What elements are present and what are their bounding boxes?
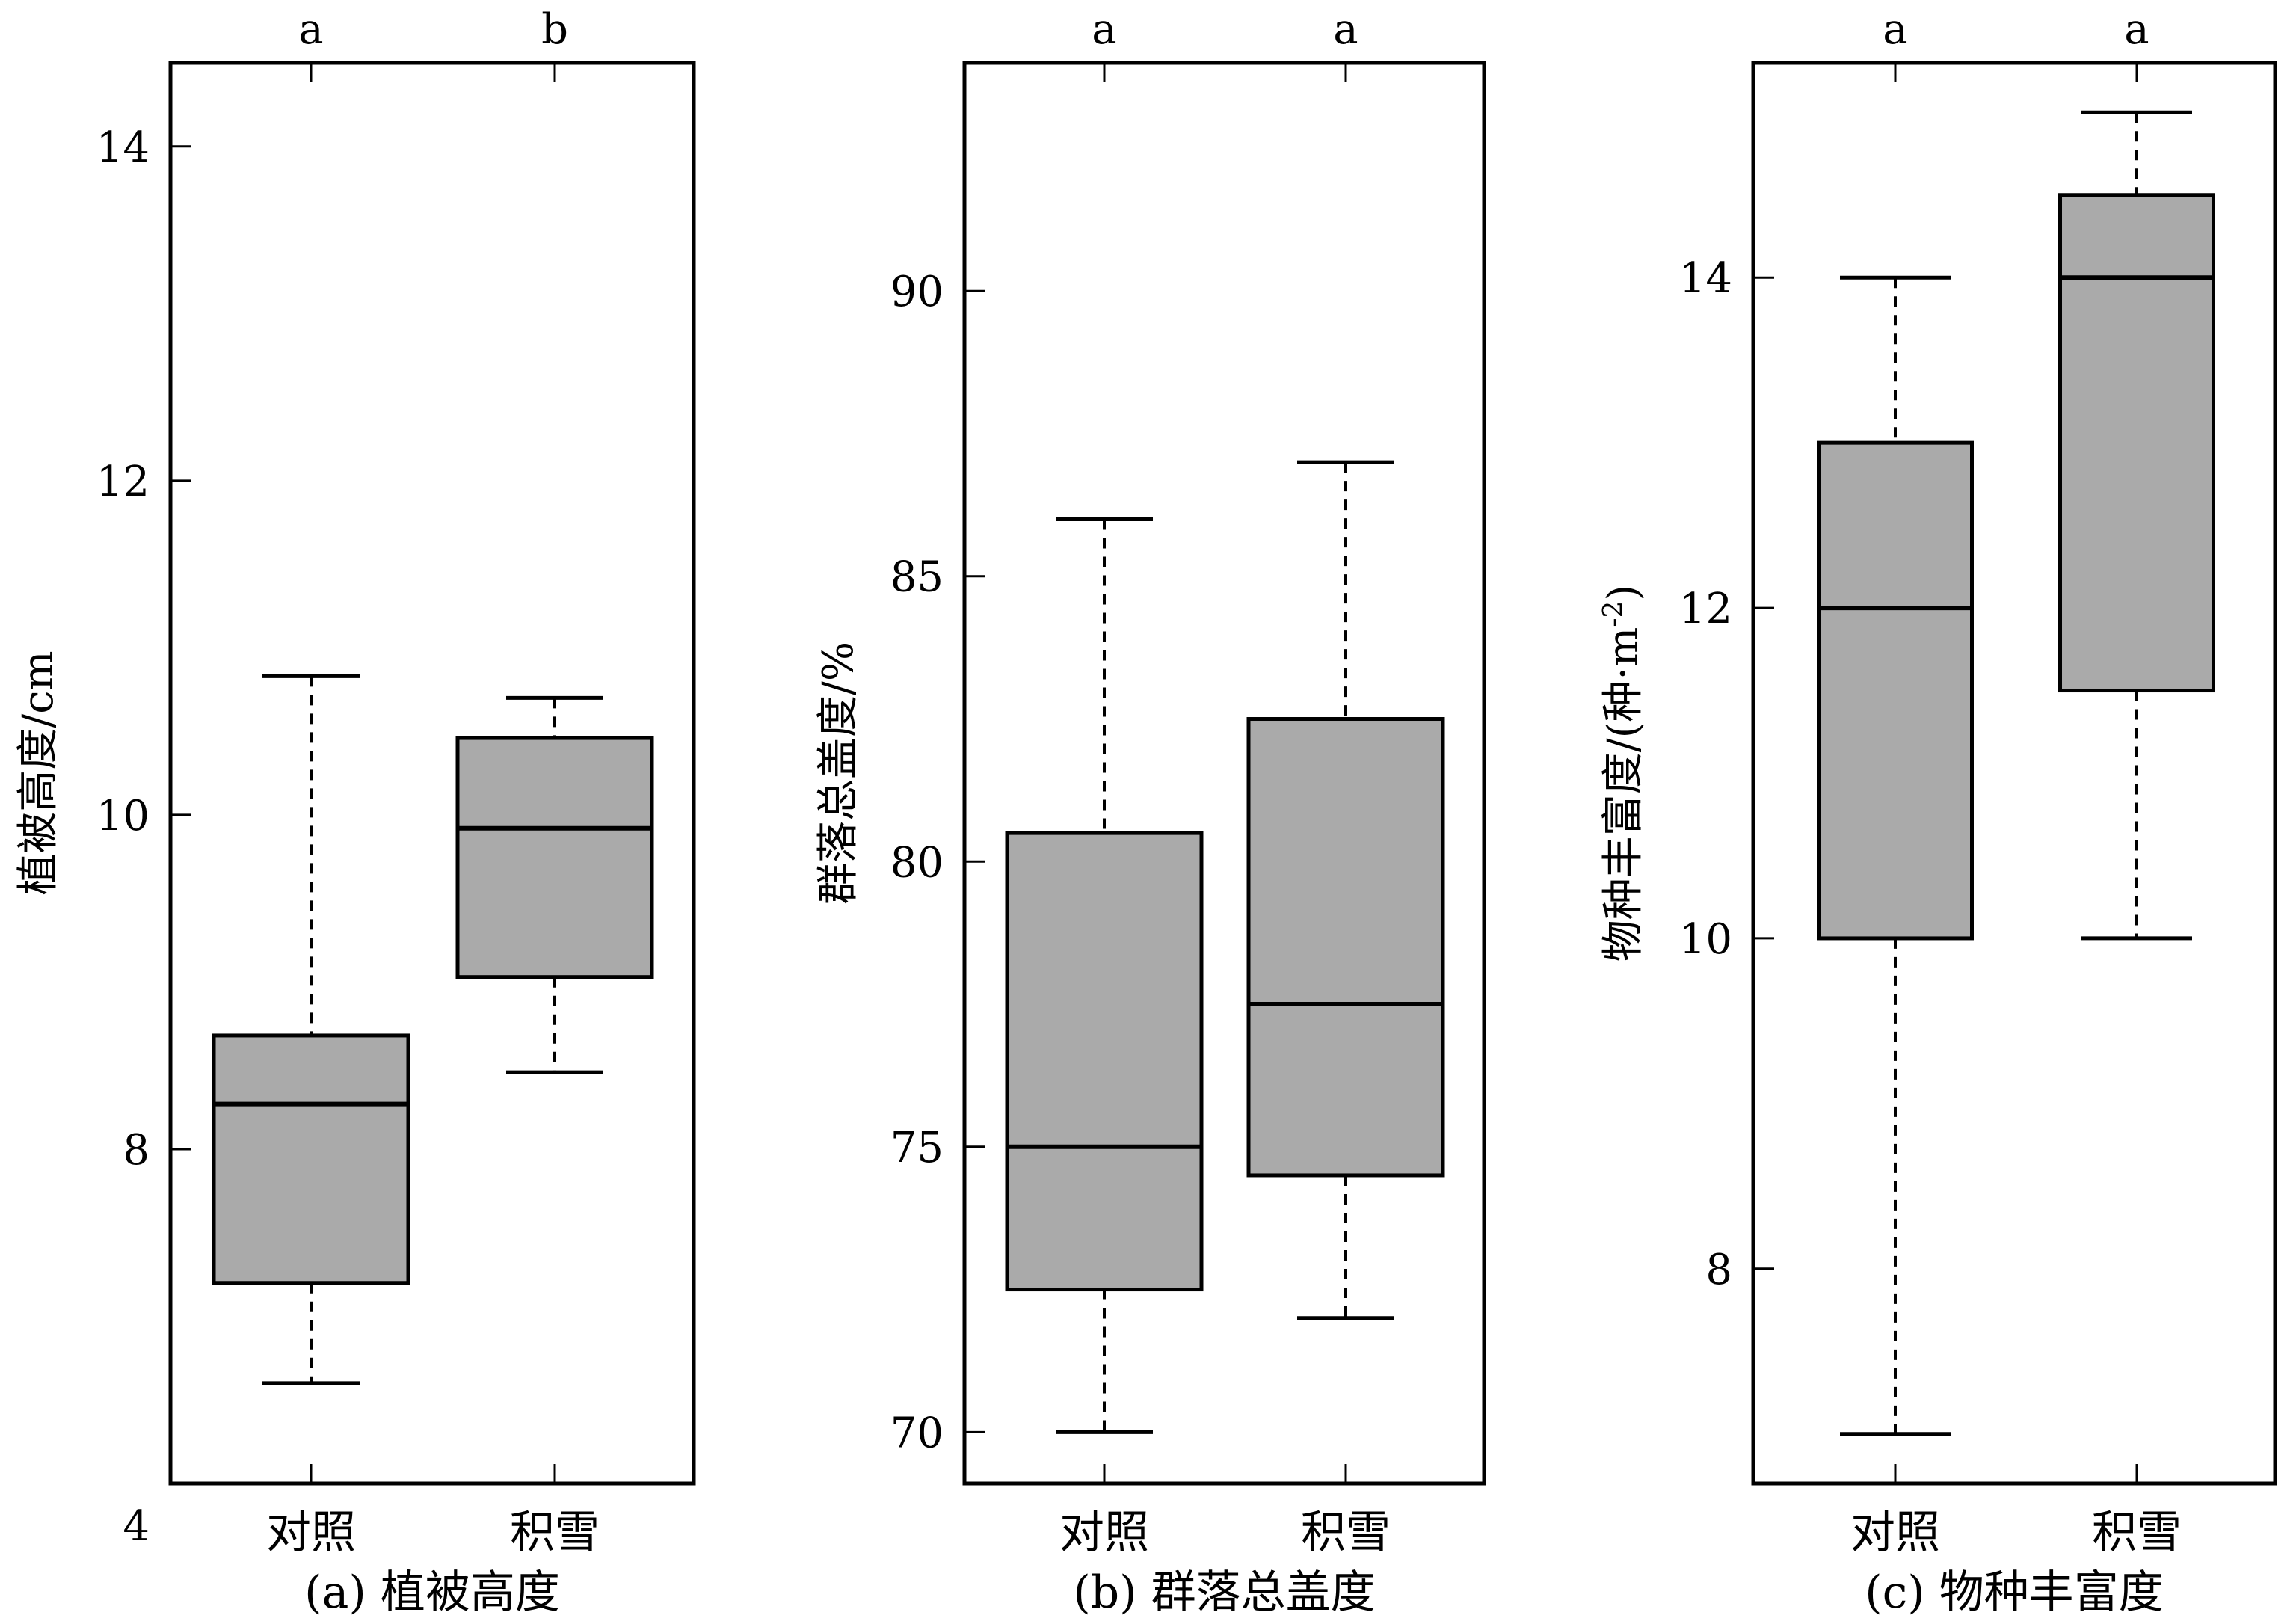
category-label: 积雪 — [1301, 1507, 1391, 1559]
box-control — [1005, 517, 1204, 1434]
significance-letter: a — [1883, 5, 1907, 54]
box-body — [1005, 831, 1204, 1292]
category-label: 对照 — [1059, 1507, 1149, 1559]
y-tick-label: 10 — [1679, 915, 1732, 964]
box-control — [212, 674, 410, 1385]
category-label: 积雪 — [2092, 1507, 2182, 1559]
significance-letter: b — [541, 5, 568, 54]
y-tick-label: 4 — [123, 1502, 150, 1551]
significance-letter: a — [298, 5, 323, 54]
box-body — [1817, 440, 1974, 941]
significance-letter: a — [2124, 5, 2149, 54]
y-tick-label: 10 — [96, 792, 150, 840]
category-label: 积雪 — [510, 1507, 600, 1559]
panel-1: 4 8 10 12 14 a 对照 b 积雪 植被高度/cm (a) 植被高度 — [14, 5, 696, 1619]
y-tick-label: 75 — [890, 1124, 944, 1172]
box-body — [2058, 193, 2215, 693]
y-tick-label: 85 — [890, 553, 944, 602]
box-snow — [2058, 110, 2215, 941]
y-tick-label: 12 — [1679, 585, 1732, 633]
category-label: 对照 — [266, 1507, 356, 1559]
y-tick-label: 14 — [96, 123, 150, 172]
significance-letter: a — [1333, 5, 1358, 54]
y-tick-label: 14 — [1679, 254, 1732, 303]
y-tick-label: 80 — [890, 838, 944, 887]
panel-caption: (b) 群落总盖度 — [1073, 1566, 1375, 1619]
y-axis-title: 植被高度/cm — [14, 650, 63, 895]
y-axis-title: 物种丰富度/(种·m-2) — [1598, 585, 1649, 962]
box-body — [212, 1033, 410, 1285]
panel-2: 70 75 80 85 90 a 对照 a 积雪 群落总盖度/% (b) 群落总盖度 — [814, 5, 1486, 1619]
plot-frame — [1751, 61, 2277, 1486]
panel-caption: (c) 物种丰富度 — [1865, 1566, 2164, 1619]
y-axis-title: 群落总盖度/% — [814, 642, 863, 905]
category-label: 对照 — [1850, 1507, 1940, 1559]
box-body — [455, 736, 654, 979]
significance-letter: a — [1092, 5, 1116, 54]
y-tick-label: 8 — [123, 1126, 150, 1175]
plot-frame — [962, 61, 1486, 1486]
y-tick-label: 12 — [96, 458, 150, 506]
panel-3: 8 10 12 14 a 对照 a 积雪 物种丰富度/(种·m-2) (c) 物种丰富度 — [1598, 5, 2277, 1619]
y-tick-label: 90 — [890, 268, 944, 316]
y-tick-label: 8 — [1705, 1246, 1732, 1294]
box-snow — [1246, 460, 1445, 1320]
panel-caption: (a) 植被高度 — [304, 1566, 560, 1619]
box-control — [1817, 275, 1974, 1436]
box-body — [1246, 717, 1445, 1178]
plot-frame — [168, 61, 696, 1486]
box-snow — [455, 695, 654, 1074]
y-tick-label: 70 — [890, 1409, 944, 1457]
